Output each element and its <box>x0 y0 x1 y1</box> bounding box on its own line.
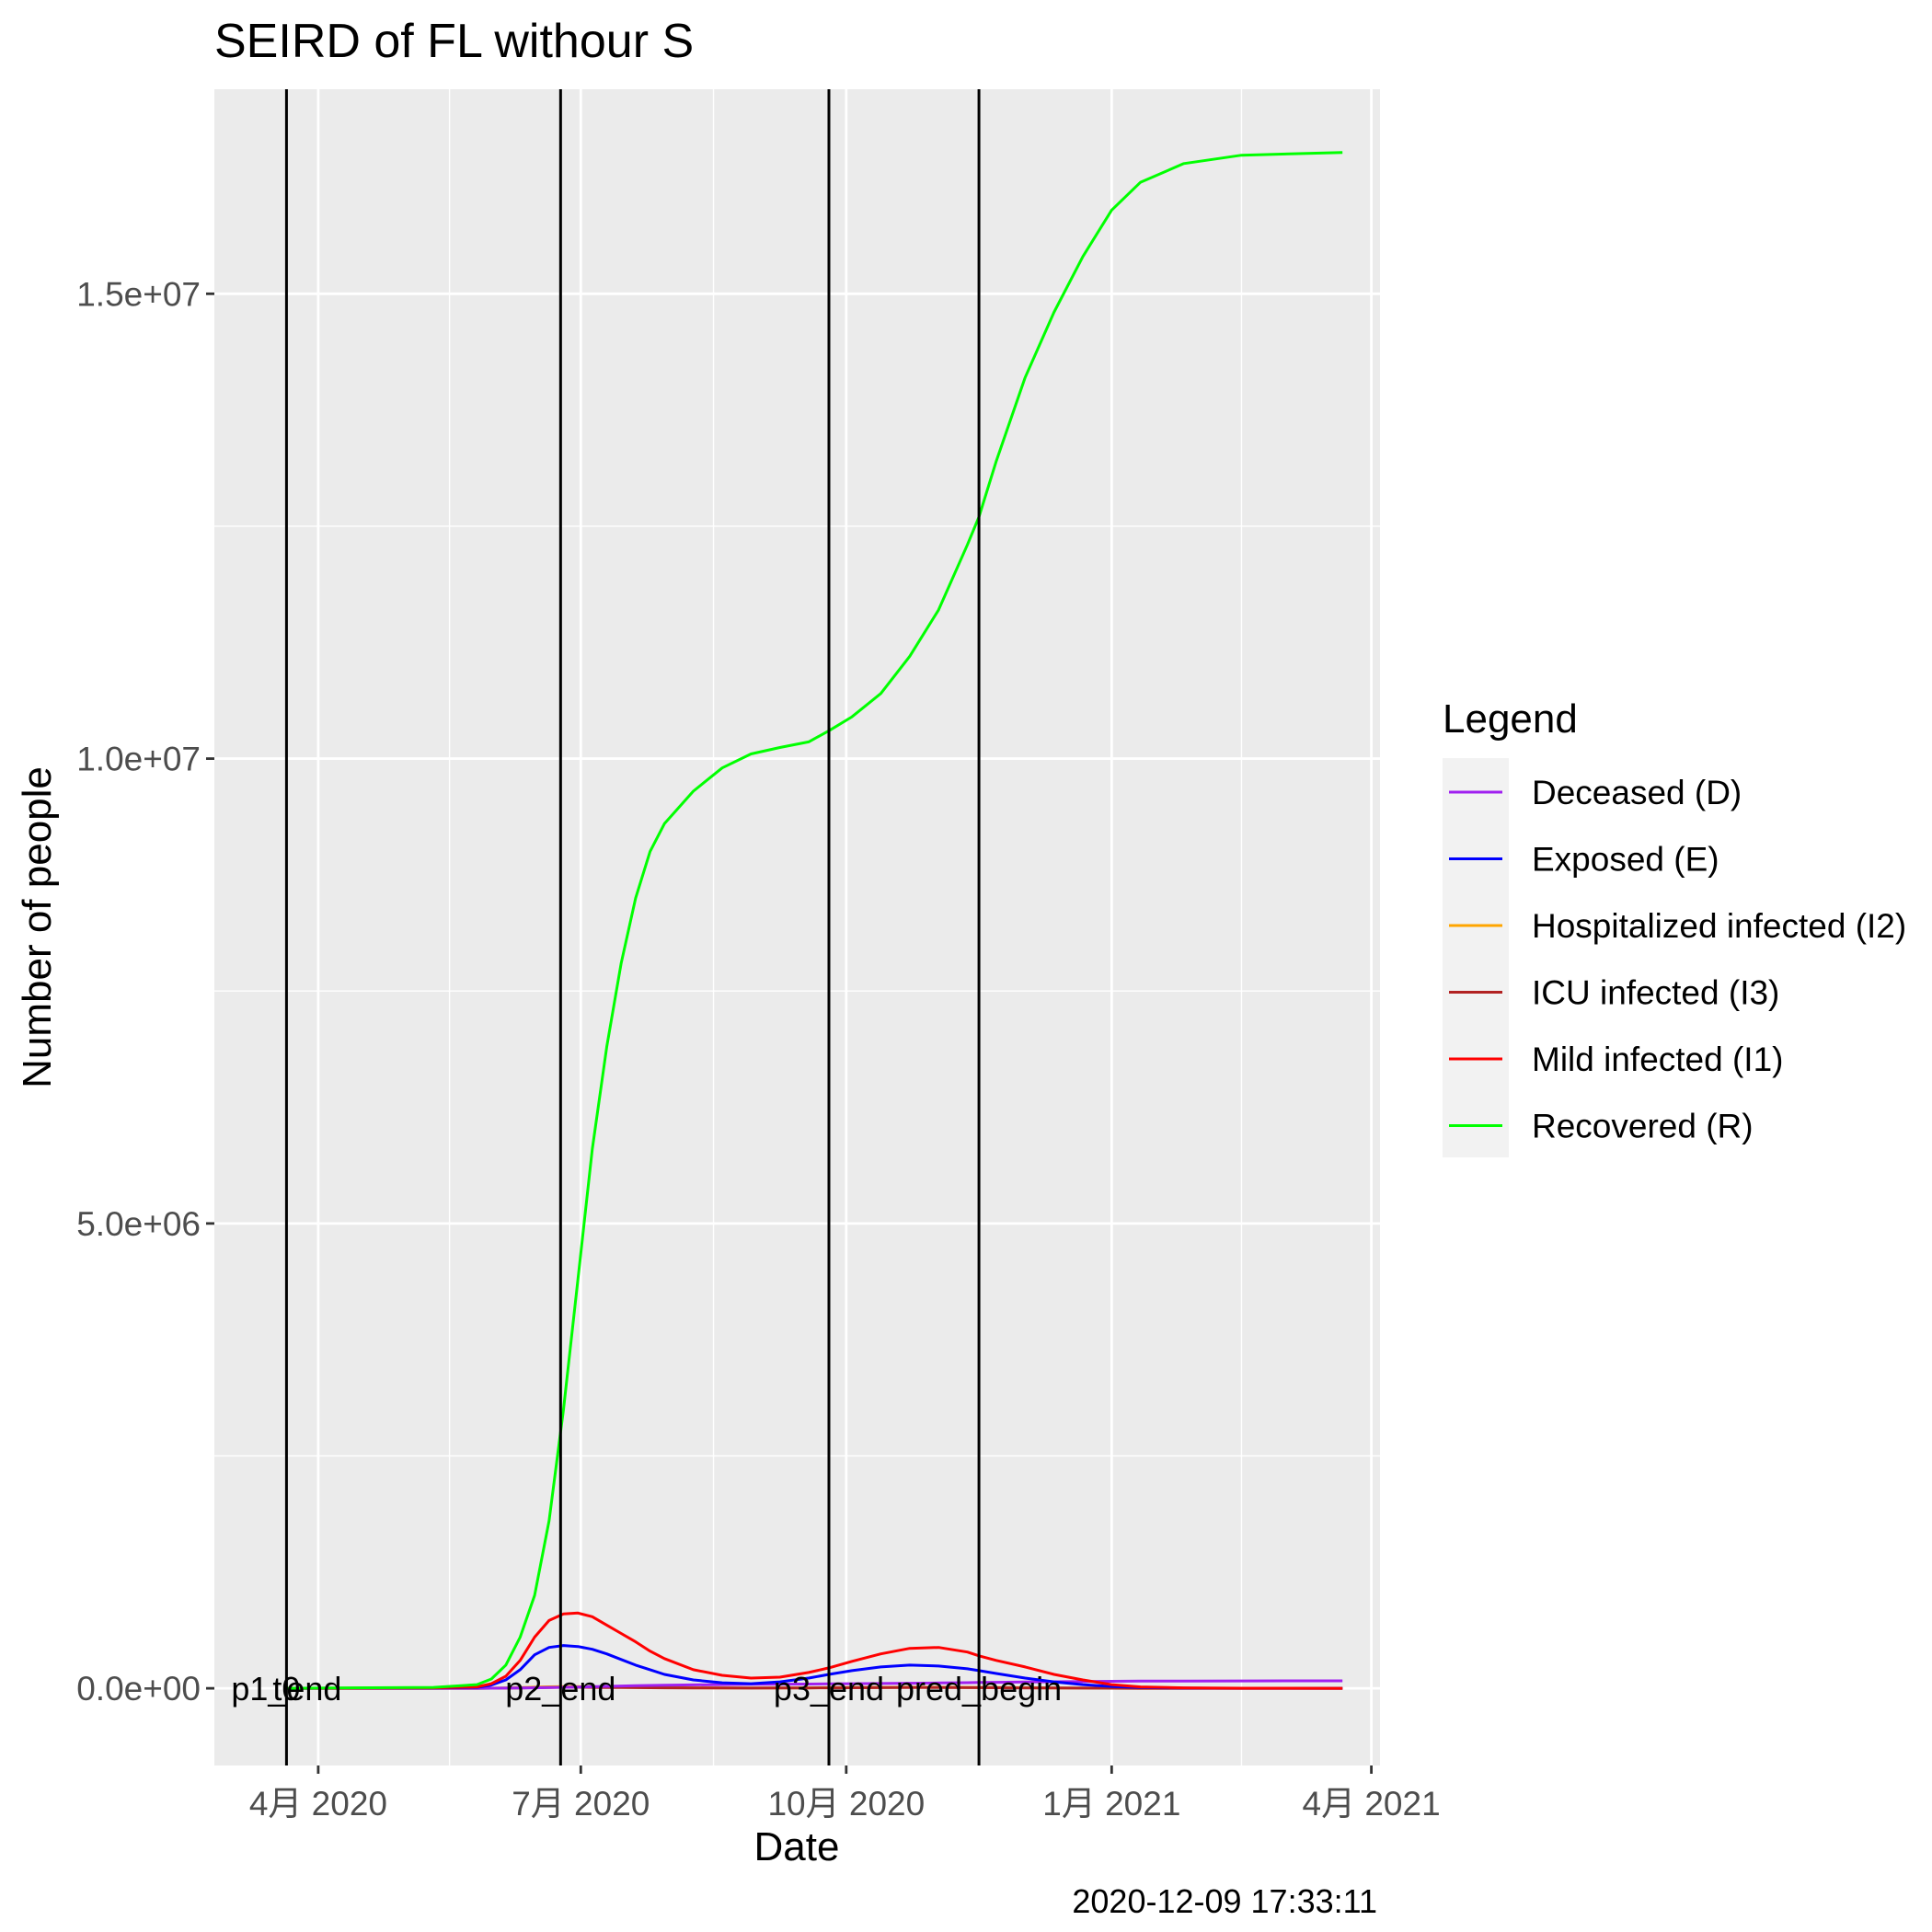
plot-panel <box>214 89 1380 1765</box>
legend-label-exposed: Exposed (E) <box>1532 841 1719 879</box>
y-tick-label: 5.0e+06 <box>76 1205 201 1243</box>
chart-title: SEIRD of FL withour S <box>214 15 694 68</box>
legend-entries: Deceased (D) Exposed (E) Hospitalized infe… <box>1449 774 1906 1145</box>
series-line-mild-infected <box>283 1611 1343 1690</box>
x-tick-label: 4月 2020 <box>249 1785 387 1823</box>
legend-title: Legend <box>1443 696 1578 742</box>
legend-label-hospitalized-infected: Hospitalized infected (I2) <box>1532 907 1906 945</box>
series-line-exposed <box>283 1644 1343 1690</box>
legend-key-background <box>1443 758 1509 1157</box>
major-gridlines <box>214 89 1380 1765</box>
axes: 0.0e+00 5.0e+06 1.0e+07 1.5e+07 4月 2020 7月 20… <box>76 275 1440 1823</box>
caption-timestamp: 2020-12-09 17:33:11 <box>1072 1882 1377 1920</box>
vline-label-pred-begin: pred_begin <box>896 1670 1062 1708</box>
legend: Legend Deceased (D) Exposed (E) Hospitaliz… <box>1443 696 1906 1157</box>
x-tick-label: 10月 2020 <box>767 1785 925 1823</box>
y-tick-label: 0.0e+00 <box>76 1670 201 1708</box>
series-layer <box>283 151 1343 1690</box>
y-axis-title: Number of people <box>15 766 60 1088</box>
vline-label-p1-end: p1_end <box>231 1670 341 1708</box>
legend-label-recovered: Recovered (R) <box>1532 1108 1754 1145</box>
series-line-recovered <box>283 151 1343 1690</box>
y-tick-label: 1.5e+07 <box>76 275 201 313</box>
x-tick-label: 7月 2020 <box>512 1785 650 1823</box>
legend-label-icu-infected: ICU infected (I3) <box>1532 974 1779 1012</box>
vline-label-p2-end: p2_end <box>505 1670 615 1708</box>
x-tick-label: 4月 2021 <box>1303 1785 1441 1823</box>
vline-label-t0: t0 <box>272 1670 300 1708</box>
x-axis-title: Date <box>754 1824 840 1869</box>
vline-label-p3-end: p3_end <box>774 1670 884 1708</box>
x-tick-label: 1月 2021 <box>1042 1785 1180 1823</box>
legend-label-deceased: Deceased (D) <box>1532 774 1742 811</box>
y-tick-label: 1.0e+07 <box>76 741 201 778</box>
legend-label-mild-infected: Mild infected (I1) <box>1532 1041 1784 1078</box>
